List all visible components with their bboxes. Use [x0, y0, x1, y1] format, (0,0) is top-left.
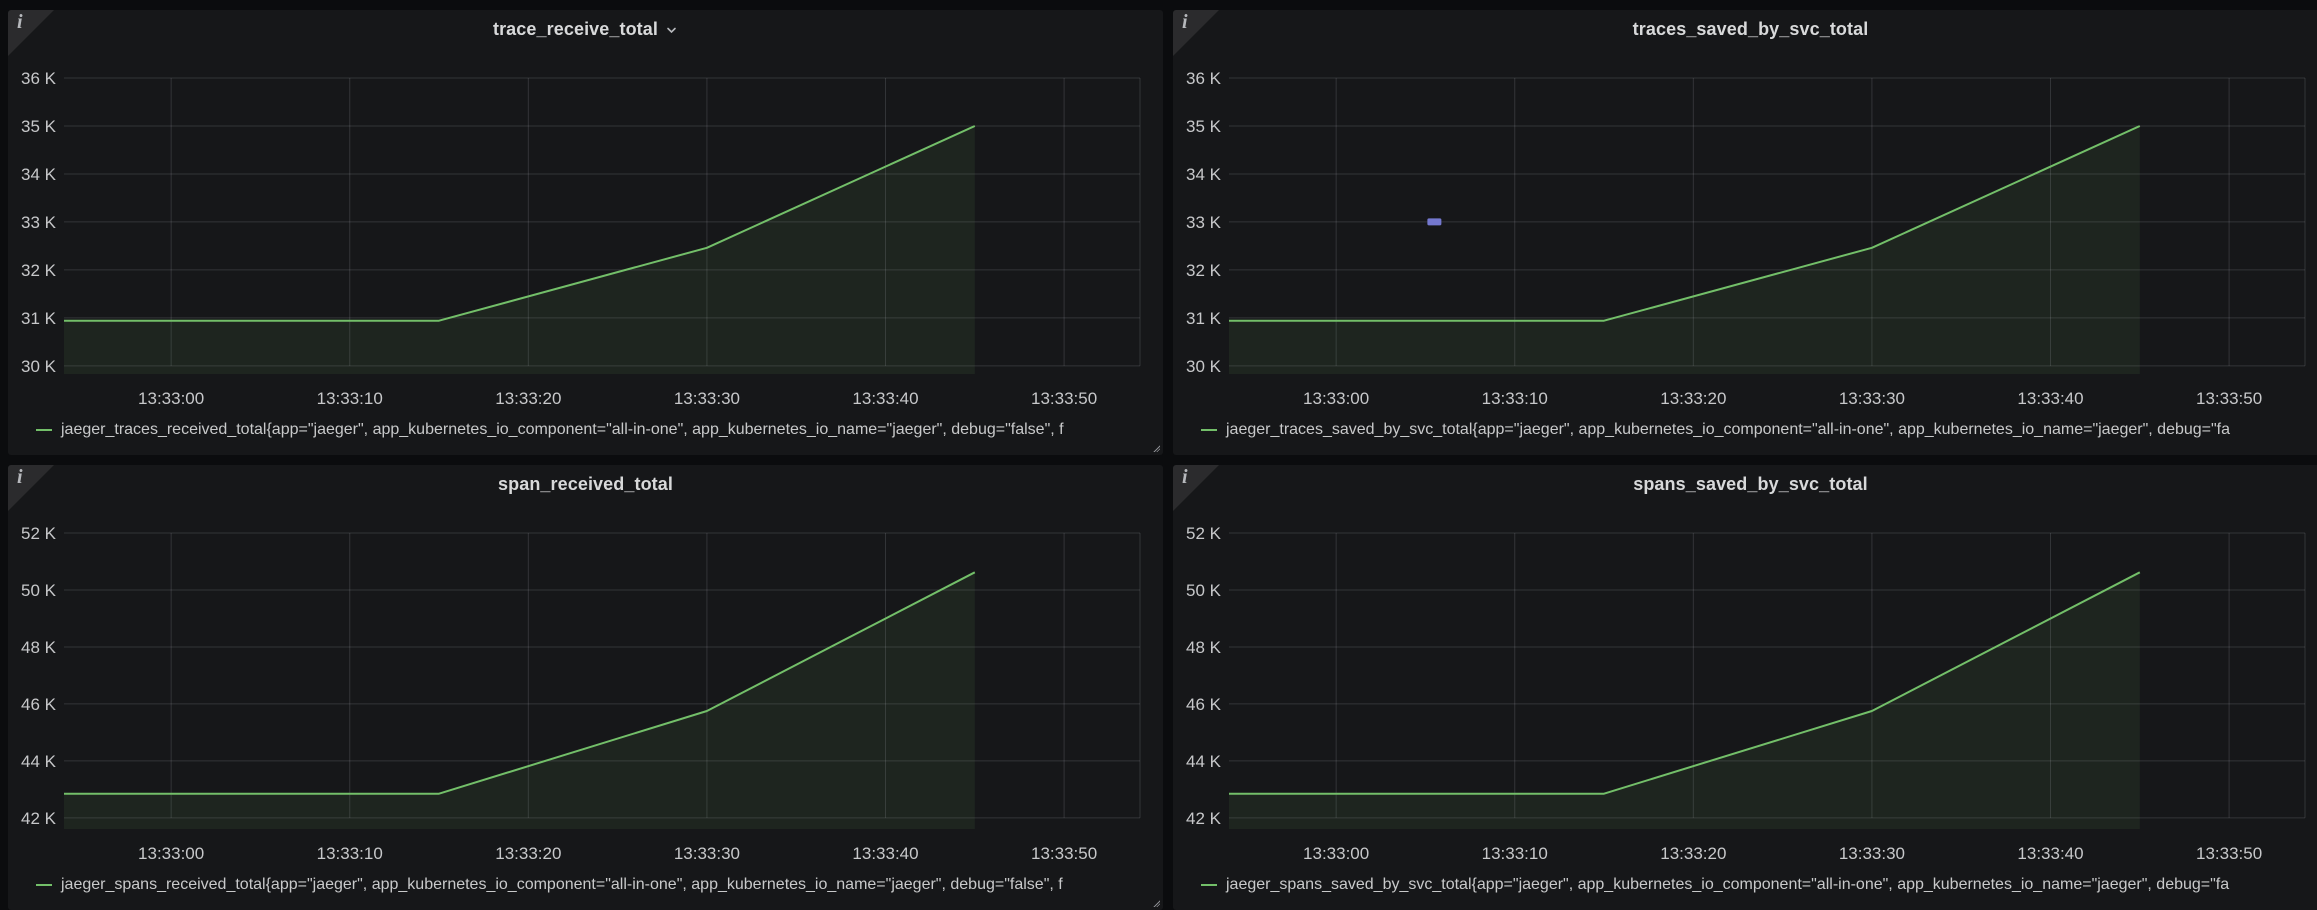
svg-text:13:33:50: 13:33:50 [2196, 844, 2262, 863]
legend: jaeger_spans_saved_by_svc_total{app="jae… [1173, 863, 2317, 910]
svg-text:13:33:10: 13:33:10 [317, 389, 383, 408]
svg-text:32 K: 32 K [21, 261, 57, 280]
legend-series-swatch [1201, 429, 1217, 431]
legend: jaeger_traces_saved_by_svc_total{app="ja… [1173, 408, 2317, 455]
svg-text:50 K: 50 K [21, 581, 57, 600]
panel-title: spans_saved_by_svc_total [1633, 473, 1868, 494]
info-icon: i [1182, 11, 1188, 33]
svg-text:30 K: 30 K [21, 357, 57, 376]
svg-text:13:33:00: 13:33:00 [138, 844, 204, 863]
legend-series-swatch [36, 429, 52, 431]
svg-text:32 K: 32 K [1186, 261, 1222, 280]
svg-text:13:33:50: 13:33:50 [1031, 389, 1097, 408]
svg-text:44 K: 44 K [21, 752, 57, 771]
panel-trace-receive-total: i trace_receive_total 30 K 31 K 32 K 33 K 34… [8, 10, 1163, 455]
svg-text:13:33:20: 13:33:20 [495, 844, 561, 863]
svg-text:13:33:00: 13:33:00 [1303, 844, 1369, 863]
time-series-chart[interactable]: 30 K 31 K 32 K 33 K 34 K 35 K 36 K 13:33:00 13:3… [8, 48, 1163, 408]
legend: jaeger_traces_received_total{app="jaeger… [8, 408, 1163, 455]
svg-text:33 K: 33 K [21, 213, 57, 232]
svg-text:34 K: 34 K [1186, 165, 1222, 184]
legend: jaeger_spans_received_total{app="jaeger"… [8, 863, 1163, 910]
svg-text:36 K: 36 K [1186, 69, 1222, 88]
svg-text:13:33:40: 13:33:40 [2017, 389, 2083, 408]
svg-text:35 K: 35 K [21, 117, 57, 136]
resize-handle[interactable] [1151, 898, 1160, 907]
legend-series-swatch [36, 884, 52, 886]
legend-series-swatch [1201, 884, 1217, 886]
svg-text:31 K: 31 K [1186, 309, 1222, 328]
svg-text:52 K: 52 K [21, 524, 57, 543]
panel-span-received-total: i span_received_total 42 K 44 K 46 K 48 K 50… [8, 465, 1163, 910]
time-series-chart[interactable]: 42 K 44 K 46 K 48 K 50 K 52 K 13:33:00 13:33:10… [8, 503, 1163, 863]
svg-text:13:33:20: 13:33:20 [1660, 389, 1726, 408]
panel-header[interactable]: span_received_total [8, 465, 1163, 503]
legend-series-label[interactable]: jaeger_traces_received_total{app="jaeger… [61, 421, 1064, 438]
svg-text:13:33:40: 13:33:40 [2017, 844, 2083, 863]
svg-text:13:33:20: 13:33:20 [1660, 844, 1726, 863]
svg-text:44 K: 44 K [1186, 752, 1222, 771]
chevron-down-icon [665, 24, 678, 37]
svg-text:13:33:00: 13:33:00 [138, 389, 204, 408]
svg-text:42 K: 42 K [21, 809, 57, 828]
panel-header[interactable]: traces_saved_by_svc_total [1173, 10, 2317, 48]
info-icon: i [17, 466, 23, 488]
svg-text:46 K: 46 K [21, 695, 57, 714]
svg-text:13:33:50: 13:33:50 [1031, 844, 1097, 863]
panel-title: trace_receive_total [492, 18, 658, 39]
panel-title: span_received_total [498, 473, 673, 494]
resize-handle[interactable] [1151, 443, 1160, 452]
svg-text:13:33:50: 13:33:50 [2196, 389, 2262, 408]
svg-text:46 K: 46 K [1186, 695, 1222, 714]
svg-text:13:33:20: 13:33:20 [495, 389, 561, 408]
panel-info-corner[interactable]: i [8, 10, 54, 56]
svg-text:33 K: 33 K [1186, 213, 1222, 232]
svg-text:13:33:30: 13:33:30 [1839, 844, 1905, 863]
panel-header[interactable]: trace_receive_total [8, 10, 1163, 48]
svg-text:13:33:30: 13:33:30 [1839, 389, 1905, 408]
time-series-chart[interactable]: 30 K 31 K 32 K 33 K 34 K 35 K 36 K 13:33:00 13:3… [1173, 48, 2317, 408]
svg-text:30 K: 30 K [1186, 357, 1222, 376]
info-icon: i [17, 11, 23, 33]
legend-series-label[interactable]: jaeger_spans_saved_by_svc_total{app="jae… [1226, 876, 2230, 893]
svg-text:34 K: 34 K [21, 165, 57, 184]
time-series-chart[interactable]: 42 K 44 K 46 K 48 K 50 K 52 K 13:33:00 13:33:10… [1173, 503, 2317, 863]
svg-text:35 K: 35 K [1186, 117, 1222, 136]
panel-info-corner[interactable]: i [1173, 465, 1219, 511]
svg-text:13:33:10: 13:33:10 [317, 844, 383, 863]
svg-text:50 K: 50 K [1186, 581, 1222, 600]
svg-text:31 K: 31 K [21, 309, 57, 328]
panel-info-corner[interactable]: i [1173, 10, 1219, 56]
svg-text:48 K: 48 K [21, 638, 57, 657]
panel-title: traces_saved_by_svc_total [1632, 18, 1869, 39]
legend-series-label[interactable]: jaeger_spans_received_total{app="jaeger"… [61, 876, 1063, 893]
svg-text:52 K: 52 K [1186, 524, 1222, 543]
svg-text:13:33:40: 13:33:40 [852, 844, 918, 863]
panel-header[interactable]: spans_saved_by_svc_total [1173, 465, 2317, 503]
panel-traces-saved-by-svc-total: i traces_saved_by_svc_total 30 K 31 K 32 K… [1173, 10, 2317, 455]
svg-text:42 K: 42 K [1186, 809, 1222, 828]
svg-text:36 K: 36 K [21, 69, 57, 88]
svg-text:13:33:10: 13:33:10 [1482, 844, 1548, 863]
info-icon: i [1182, 466, 1188, 488]
legend-series-label[interactable]: jaeger_traces_saved_by_svc_total{app="ja… [1226, 421, 2231, 438]
svg-text:13:33:40: 13:33:40 [852, 389, 918, 408]
svg-text:13:33:10: 13:33:10 [1482, 389, 1548, 408]
panel-info-corner[interactable]: i [8, 465, 54, 511]
svg-text:13:33:00: 13:33:00 [1303, 389, 1369, 408]
svg-text:13:33:30: 13:33:30 [674, 844, 740, 863]
svg-text:48 K: 48 K [1186, 638, 1222, 657]
svg-text:13:33:30: 13:33:30 [674, 389, 740, 408]
